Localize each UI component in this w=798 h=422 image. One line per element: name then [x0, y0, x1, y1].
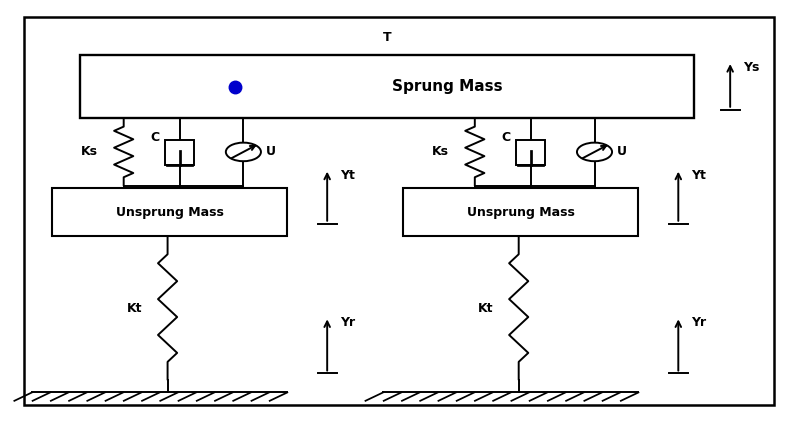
- Text: Kt: Kt: [478, 302, 493, 314]
- Text: C: C: [502, 131, 511, 143]
- Text: Kt: Kt: [127, 302, 142, 314]
- Text: U: U: [617, 146, 627, 158]
- Text: Sprung Mass: Sprung Mass: [392, 79, 502, 94]
- Text: Unsprung Mass: Unsprung Mass: [116, 206, 223, 219]
- Circle shape: [577, 143, 612, 161]
- Bar: [52, 188, 287, 236]
- Text: Yr: Yr: [691, 316, 706, 330]
- Text: Ys: Ys: [743, 61, 760, 74]
- Bar: [165, 140, 194, 165]
- Text: Yr: Yr: [340, 316, 355, 330]
- Text: U: U: [266, 146, 276, 158]
- Text: Yt: Yt: [340, 169, 355, 182]
- Text: Ks: Ks: [81, 146, 98, 158]
- Bar: [403, 188, 638, 236]
- Bar: [80, 55, 694, 118]
- Text: Unsprung Mass: Unsprung Mass: [467, 206, 575, 219]
- Text: T: T: [383, 31, 391, 44]
- Text: Ks: Ks: [433, 146, 449, 158]
- Circle shape: [226, 143, 261, 161]
- Text: C: C: [151, 131, 160, 143]
- Text: Yt: Yt: [691, 169, 706, 182]
- Bar: [516, 140, 545, 165]
